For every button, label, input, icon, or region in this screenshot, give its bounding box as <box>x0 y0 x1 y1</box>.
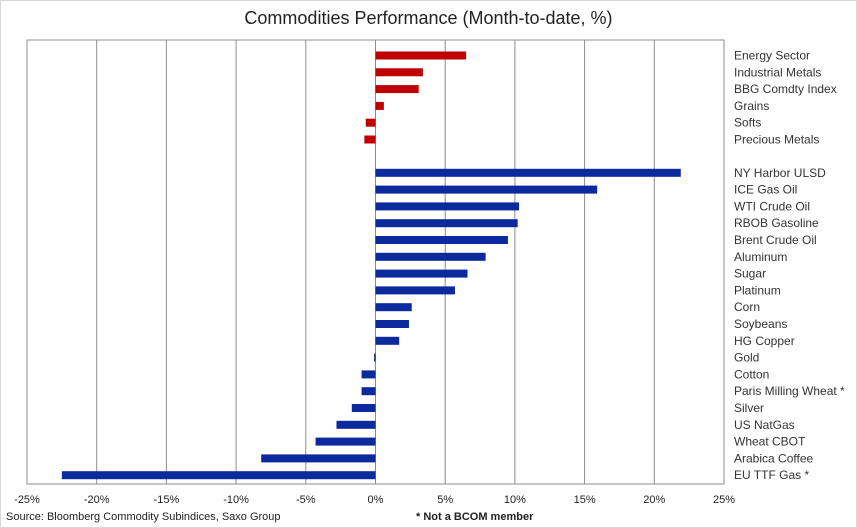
category-label: Sugar <box>734 267 766 281</box>
category-label: ICE Gas Oil <box>734 183 797 197</box>
bar <box>375 85 419 94</box>
bar <box>375 219 518 228</box>
category-labels: Energy Sector Industrial Metals BBG Comdty… <box>734 49 845 483</box>
bar <box>361 387 376 396</box>
x-tick-label: 10% <box>504 494 526 506</box>
bar <box>361 370 376 379</box>
bar <box>61 471 376 480</box>
bar <box>375 185 598 194</box>
bar <box>336 420 376 429</box>
plot-area <box>26 39 725 485</box>
category-label: Paris Milling Wheat * <box>734 384 845 398</box>
bar <box>375 303 412 312</box>
category-label: EU TTF Gas * <box>734 468 809 482</box>
x-tick-label: 5% <box>437 494 453 506</box>
category-label: Cotton <box>734 367 769 381</box>
bar <box>375 168 681 177</box>
x-tick-label: -10% <box>223 494 249 506</box>
x-axis-ticks: -25% -20% -15% -10% -5% 0% 5% 10% 15% 20% 25% <box>14 494 735 506</box>
bar <box>315 437 376 446</box>
category-label: Wheat CBOT <box>734 435 806 449</box>
bar <box>375 336 400 345</box>
x-tick-label: 0% <box>368 494 384 506</box>
category-label: Aluminum <box>734 250 787 264</box>
bar-group <box>61 51 681 480</box>
category-label: HG Copper <box>734 334 795 348</box>
category-label: NY Harbor ULSD <box>734 166 826 180</box>
x-tick-label: -15% <box>154 494 180 506</box>
category-label: US NatGas <box>734 418 795 432</box>
bar <box>375 101 384 110</box>
bar <box>374 353 376 362</box>
bar <box>375 51 467 60</box>
category-label: Grains <box>734 99 769 113</box>
category-label: Silver <box>734 401 764 415</box>
category-label: Gold <box>734 351 759 365</box>
bar <box>351 404 376 412</box>
source-note: Source: Bloomberg Commodity Subindices, … <box>6 511 281 523</box>
x-tick-label: 25% <box>713 494 735 506</box>
x-tick-label: -25% <box>14 494 40 506</box>
bar <box>364 135 376 144</box>
bar <box>375 252 486 261</box>
bar <box>365 118 376 127</box>
footnote: * Not a BCOM member <box>416 511 534 523</box>
category-label: RBOB Gasoline <box>734 216 819 230</box>
category-label: Corn <box>734 300 760 314</box>
category-label: BBG Comdty Index <box>734 82 837 96</box>
x-tick-label: -20% <box>84 494 110 506</box>
bar <box>375 286 455 295</box>
bar <box>375 202 520 211</box>
bar <box>375 320 409 328</box>
category-label: Brent Crude Oil <box>734 233 817 247</box>
bar <box>375 236 508 244</box>
x-tick-label: -5% <box>296 494 316 506</box>
category-label: Arabica Coffee <box>734 451 813 465</box>
x-tick-label: 20% <box>643 494 665 506</box>
category-label: WTI Crude Oil <box>734 199 810 213</box>
bar <box>375 269 468 278</box>
category-label: Energy Sector <box>734 49 810 63</box>
category-label: Platinum <box>734 283 781 297</box>
category-label: Industrial Metals <box>734 65 821 79</box>
bar <box>261 454 376 463</box>
grid-lines <box>26 39 725 485</box>
chart-title: Commodities Performance (Month-to-date, … <box>244 8 613 28</box>
category-label: Precious Metals <box>734 133 819 147</box>
bar <box>375 68 423 77</box>
x-tick-label: 15% <box>574 494 596 506</box>
category-label: Soybeans <box>734 317 787 331</box>
category-label: Softs <box>734 116 761 130</box>
